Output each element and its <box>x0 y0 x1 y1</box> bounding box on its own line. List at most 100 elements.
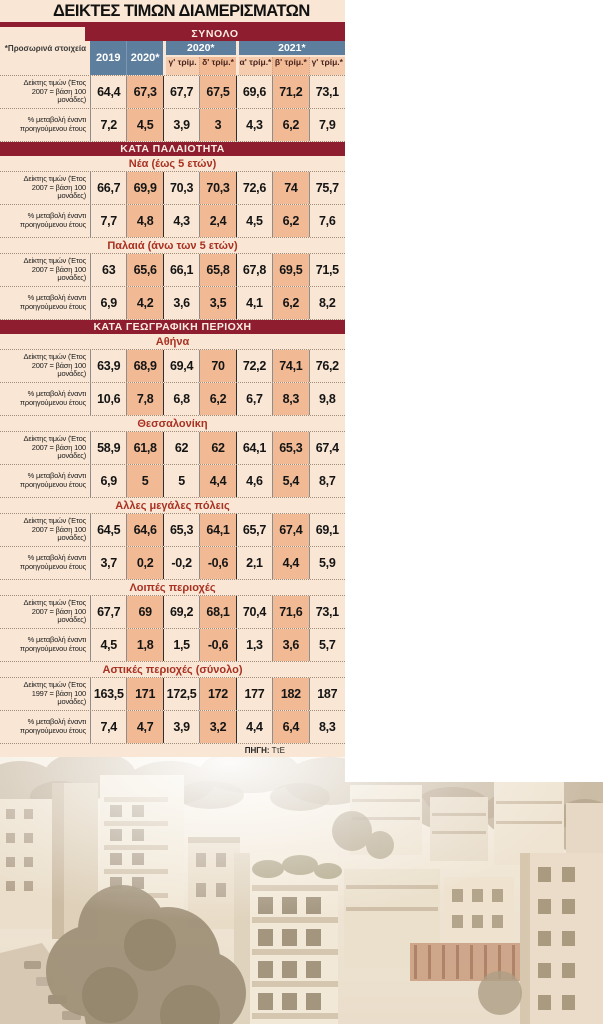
value-cell: 172,5 <box>162 678 199 710</box>
value-cell: 71,6 <box>272 596 309 628</box>
value-cell: 69,2 <box>162 596 199 628</box>
value-cell: 8,2 <box>308 286 345 319</box>
value-cell: 6,2 <box>272 286 309 319</box>
value-cell: 6,8 <box>162 382 199 415</box>
col-header-q1-2021: α' τρίμ.* <box>235 57 273 75</box>
value-cell: 4,4 <box>199 464 236 497</box>
value-cell: 4,2 <box>126 286 163 319</box>
group-title: Αστικές περιοχές (σύνολο) <box>102 664 243 676</box>
row-label: Δείκτης τιμών (Έτος 2007 = βάση 100 μονά… <box>23 78 87 104</box>
value-cell: 8,3 <box>308 710 345 743</box>
value-cell: 67,4 <box>272 514 309 546</box>
value-cell: 3,6 <box>272 628 309 661</box>
title-rule <box>0 22 345 27</box>
value-cell: 76,2 <box>308 350 345 382</box>
table-row-index-row: Δείκτης τιμών (Έτος 2007 = βάση 100 μονά… <box>0 595 345 629</box>
row-label: Δείκτης τιμών (Έτος 2007 = βάση 100 μονά… <box>23 352 87 378</box>
value-cell: 6,2 <box>199 382 236 415</box>
value-cell: 70,4 <box>235 596 272 628</box>
value-cell: 172 <box>199 678 236 710</box>
value-cell: 67,3 <box>126 76 163 108</box>
row-label: Δείκτης τιμών (Έτος 2007 = βάση 100 μονά… <box>23 598 87 624</box>
table-row-pct-row: % μεταβολή έναντι προηγούμενου έτους 6,9 4… <box>0 286 345 320</box>
value-cell: 5 <box>162 464 199 497</box>
value-cell: 64,5 <box>90 514 126 546</box>
value-cell: 7,9 <box>308 108 345 141</box>
right-whitespace-panel <box>345 0 603 782</box>
col-header-q2-2021: β' τρίμ.* <box>272 57 309 75</box>
col-header-2019: 2019 <box>90 41 127 75</box>
value-cell: 68,9 <box>126 350 163 382</box>
value-cell: 75,7 <box>308 172 345 204</box>
value-cell: 5 <box>126 464 163 497</box>
value-cell: 6,4 <box>272 710 309 743</box>
value-cell: 6,9 <box>90 286 126 319</box>
value-cell: 62 <box>162 432 199 464</box>
value-cell: 69,9 <box>126 172 163 204</box>
value-cell: -0,2 <box>162 546 199 579</box>
value-cell: 9,8 <box>308 382 345 415</box>
source-label: ΠΗΓΗ: <box>244 746 270 755</box>
table-row-pct-row: % μεταβολή έναντι προηγούμενου έτους 7,2 4… <box>0 108 345 142</box>
value-cell: 4,3 <box>235 108 272 141</box>
value-cell: 67,4 <box>308 432 345 464</box>
table-row-index-row: Δείκτης τιμών (Έτος 1997 = βάση 100 μονά… <box>0 677 345 711</box>
group-title: Νέα (έως 5 ετών) <box>128 158 217 170</box>
section-bar: ΚΑΤΑ ΠΑΛΑΙΟΤΗΤΑ <box>0 142 345 156</box>
table-row-pct-row: % μεταβολή έναντι προηγούμενου έτους 6,9 5… <box>0 464 345 498</box>
value-cell: 67,5 <box>199 76 236 108</box>
value-cell: 1,5 <box>162 628 199 661</box>
value-cell: 6,2 <box>272 108 309 141</box>
value-cell: 2,4 <box>199 204 236 237</box>
table-row-pct-row: % μεταβολή έναντι προηγούμενου έτους 7,7 4… <box>0 204 345 238</box>
value-cell: 3,2 <box>199 710 236 743</box>
value-cell: 4,8 <box>126 204 163 237</box>
value-cell: 3,5 <box>199 286 236 319</box>
value-cell: 5,7 <box>308 628 345 661</box>
row-label: % μεταβολή έναντι προηγούμενου έτους <box>19 471 86 489</box>
col-header-q3-2020: γ' τρίμ. <box>162 57 200 75</box>
value-cell: 8,3 <box>272 382 309 415</box>
value-cell: 6,9 <box>90 464 126 497</box>
value-cell: 74 <box>272 172 309 204</box>
table-row-pct-row: % μεταβολή έναντι προηγούμενου έτους 10,6… <box>0 382 345 416</box>
section-bar-total: ΣΥΝΟΛΟ <box>85 27 345 41</box>
value-cell: 74,1 <box>272 350 309 382</box>
value-cell: 65,7 <box>235 514 272 546</box>
value-cell: 71,2 <box>272 76 309 108</box>
row-label: % μεταβολή έναντι προηγούμενου έτους <box>19 293 86 311</box>
value-cell: 187 <box>308 678 345 710</box>
page-title: ΔΕΙΚΤΕΣ ΤΙΜΩΝ ΔΙΑΜΕΡΙΣΜΑΤΩΝ <box>53 2 310 20</box>
value-cell: 5,9 <box>308 546 345 579</box>
group-title: Παλαιά (άνω των 5 ετών) <box>107 240 238 252</box>
value-cell: 64,1 <box>235 432 272 464</box>
source-value: ΤτΕ <box>271 746 285 755</box>
value-cell: 67,7 <box>162 76 199 108</box>
value-cell: 4,7 <box>126 710 163 743</box>
value-cell: 65,3 <box>162 514 199 546</box>
group-title: Θεσσαλονίκη <box>137 418 208 430</box>
value-cell: 72,2 <box>235 350 272 382</box>
value-cell: 7,8 <box>126 382 163 415</box>
value-cell: 1,8 <box>126 628 163 661</box>
value-cell: 3,9 <box>162 108 199 141</box>
value-cell: 5,4 <box>272 464 309 497</box>
group-title: Αθήνα <box>155 336 190 348</box>
row-label: Δείκτης τιμών (Έτος 1997 = βάση 100 μονά… <box>23 680 87 706</box>
table-row-index-row: Δείκτης τιμών (Έτος 2007 = βάση 100 μονά… <box>0 253 345 287</box>
row-label: % μεταβολή έναντι προηγούμενου έτους <box>19 553 86 571</box>
col-header-2020: 2020* <box>126 41 163 75</box>
row-label: % μεταβολή έναντι προηγούμενου έτους <box>19 717 86 735</box>
value-cell: 71,5 <box>308 254 345 286</box>
value-cell: 6,2 <box>272 204 309 237</box>
value-cell: 163,5 <box>90 678 126 710</box>
cityscape-illustration <box>0 747 603 1029</box>
value-cell: 69 <box>126 596 163 628</box>
value-cell: 171 <box>126 678 163 710</box>
value-cell: 70,3 <box>162 172 199 204</box>
value-cell: 63,9 <box>90 350 126 382</box>
value-cell: -0,6 <box>199 628 236 661</box>
apartment-price-index-table: ΔΕΙΚΤΕΣ ΤΙΜΩΝ ΔΙΑΜΕΡΙΣΜΑΤΩΝ ΣΥΝΟΛΟ *Προσ… <box>0 0 345 757</box>
row-label: Δείκτης τιμών (Έτος 2007 = βάση 100 μονά… <box>23 174 87 200</box>
value-cell: -0,6 <box>199 546 236 579</box>
